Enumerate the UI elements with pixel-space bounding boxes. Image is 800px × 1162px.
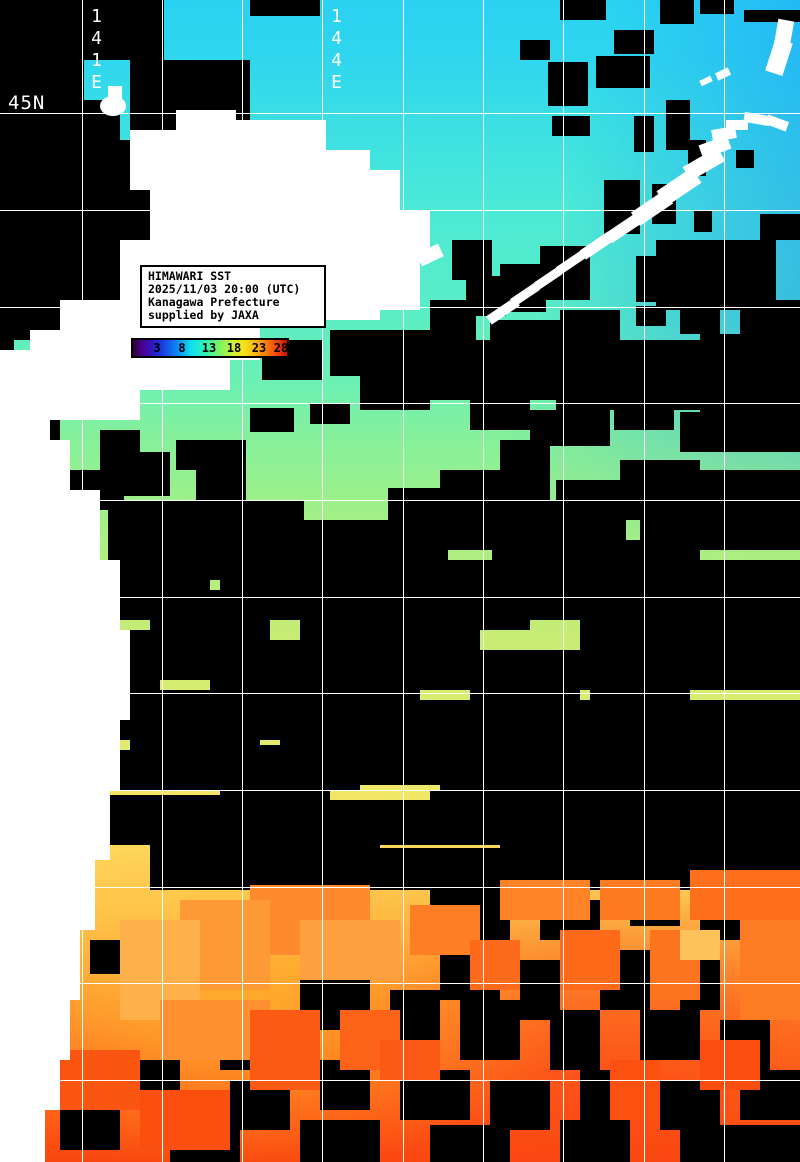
gridline-lat: [0, 790, 800, 791]
gridline-lon: [563, 0, 564, 1162]
colorbar-tick-23: 23: [251, 341, 267, 355]
gridline-lon: [403, 0, 404, 1162]
gridline-lon: [483, 0, 484, 1162]
colorbar-tick-13: 13: [201, 341, 217, 355]
gridline-lat: [0, 1080, 800, 1081]
colorbar-tick-3: 3: [153, 341, 161, 355]
lon-label-141e: 141E: [86, 6, 107, 94]
info-region: Kanagawa Prefecture: [148, 295, 280, 309]
sst-colorbar: 3 8 13 18 23 28: [131, 338, 289, 358]
gridline-lon: [82, 0, 83, 1162]
info-datetime: 2025/11/03 20:00 (UTC): [148, 282, 301, 296]
gridline-lon: [644, 0, 645, 1162]
colorbar-tick-8: 8: [178, 341, 186, 355]
gridline-lat: [0, 307, 800, 308]
lat-label-45n: 45N: [8, 92, 46, 114]
gridline-lat: [0, 500, 800, 501]
gridline-lat: [0, 210, 800, 211]
gridline-lon: [322, 0, 323, 1162]
gridline-lat: [0, 597, 800, 598]
gridline-lat: [0, 983, 800, 984]
gridline-lat: [0, 693, 800, 694]
gridline-lon: [724, 0, 725, 1162]
gridline-lat: [0, 113, 800, 114]
info-title: HIMAWARI SST: [148, 269, 232, 283]
info-box: HIMAWARI SST 2025/11/03 20:00 (UTC) Kana…: [140, 265, 326, 328]
lon-label-144e: 144E: [326, 6, 347, 94]
gridline-lon: [162, 0, 163, 1162]
gridline-lat: [0, 403, 800, 404]
colorbar-tick-28: 28: [273, 341, 289, 355]
info-credit: supplied by JAXA: [148, 308, 259, 322]
colorbar-gradient: [133, 340, 287, 356]
colorbar-tick-18: 18: [226, 341, 242, 355]
gridline-lon: [242, 0, 243, 1162]
gridline-lat: [0, 887, 800, 888]
